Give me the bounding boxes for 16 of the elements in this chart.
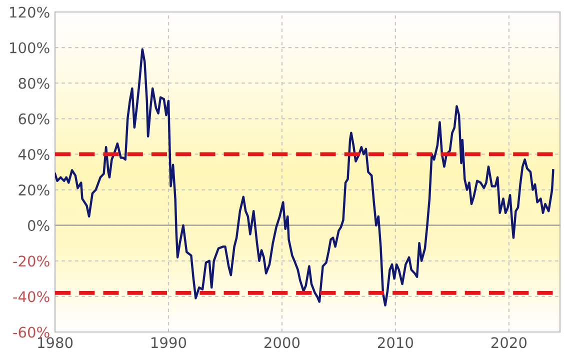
x-tick-label: 2020 <box>491 337 527 348</box>
y-tick-label: 40% <box>18 148 50 160</box>
x-tick-label: 2010 <box>378 337 414 348</box>
y-tick-label: -40% <box>13 291 50 302</box>
x-tick-label: 2000 <box>264 337 300 348</box>
y-tick-label: -60% <box>13 326 50 338</box>
x-tick-label: 1990 <box>152 337 186 348</box>
y-tick-label: -20% <box>13 256 50 267</box>
y-tick-label: 100% <box>10 42 50 54</box>
x-tick-label: 1980 <box>38 337 73 348</box>
y-tick-label: 20% <box>18 184 50 196</box>
y-tick-label: 0% <box>28 220 50 232</box>
y-tick-label: 60% <box>18 113 50 124</box>
y-tick-label: 80% <box>18 78 50 89</box>
y-tick-label: 120% <box>10 6 50 18</box>
line-series <box>55 48 554 306</box>
